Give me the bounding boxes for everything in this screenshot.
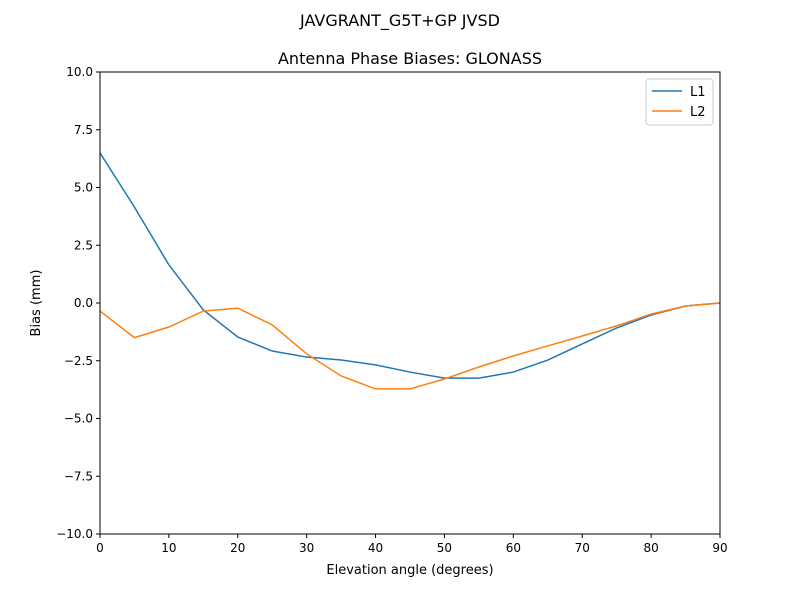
y-tick-label: 0.0 (74, 296, 93, 310)
legend-label: L2 (690, 105, 706, 120)
chart-title: Antenna Phase Biases: GLONASS (278, 49, 542, 68)
y-tick-label: −5.0 (64, 412, 93, 426)
series-line-l2 (99, 302, 721, 390)
y-tick-label: −7.5 (64, 469, 93, 483)
x-tick-label: 50 (437, 541, 452, 555)
series-line-l1 (99, 152, 721, 379)
y-tick-label: −2.5 (64, 354, 93, 368)
y-axis-label: Bias (mm) (29, 270, 44, 337)
x-tick-label: 80 (643, 541, 658, 555)
y-tick-label: −10.0 (56, 527, 93, 541)
x-tick-label: 70 (575, 541, 590, 555)
x-tick-label: 10 (161, 541, 176, 555)
x-tick-label: 20 (230, 541, 245, 555)
x-tick-label: 60 (506, 541, 521, 555)
y-tick-label: 2.5 (74, 238, 93, 252)
y-tick-label: 10.0 (66, 65, 93, 79)
x-tick-label: 30 (299, 541, 314, 555)
x-tick-label: 90 (712, 541, 727, 555)
y-tick-label: 5.0 (74, 181, 93, 195)
x-tick-label: 0 (96, 541, 104, 555)
x-tick-label: 40 (368, 541, 383, 555)
legend-label: L1 (690, 85, 706, 100)
x-axis-label: Elevation angle (degrees) (326, 563, 493, 578)
plot-frame (99, 71, 721, 535)
y-tick-label: 7.5 (74, 123, 93, 137)
chart-suptitle: JAVGRANT_G5T+GP JVSD (299, 11, 500, 31)
